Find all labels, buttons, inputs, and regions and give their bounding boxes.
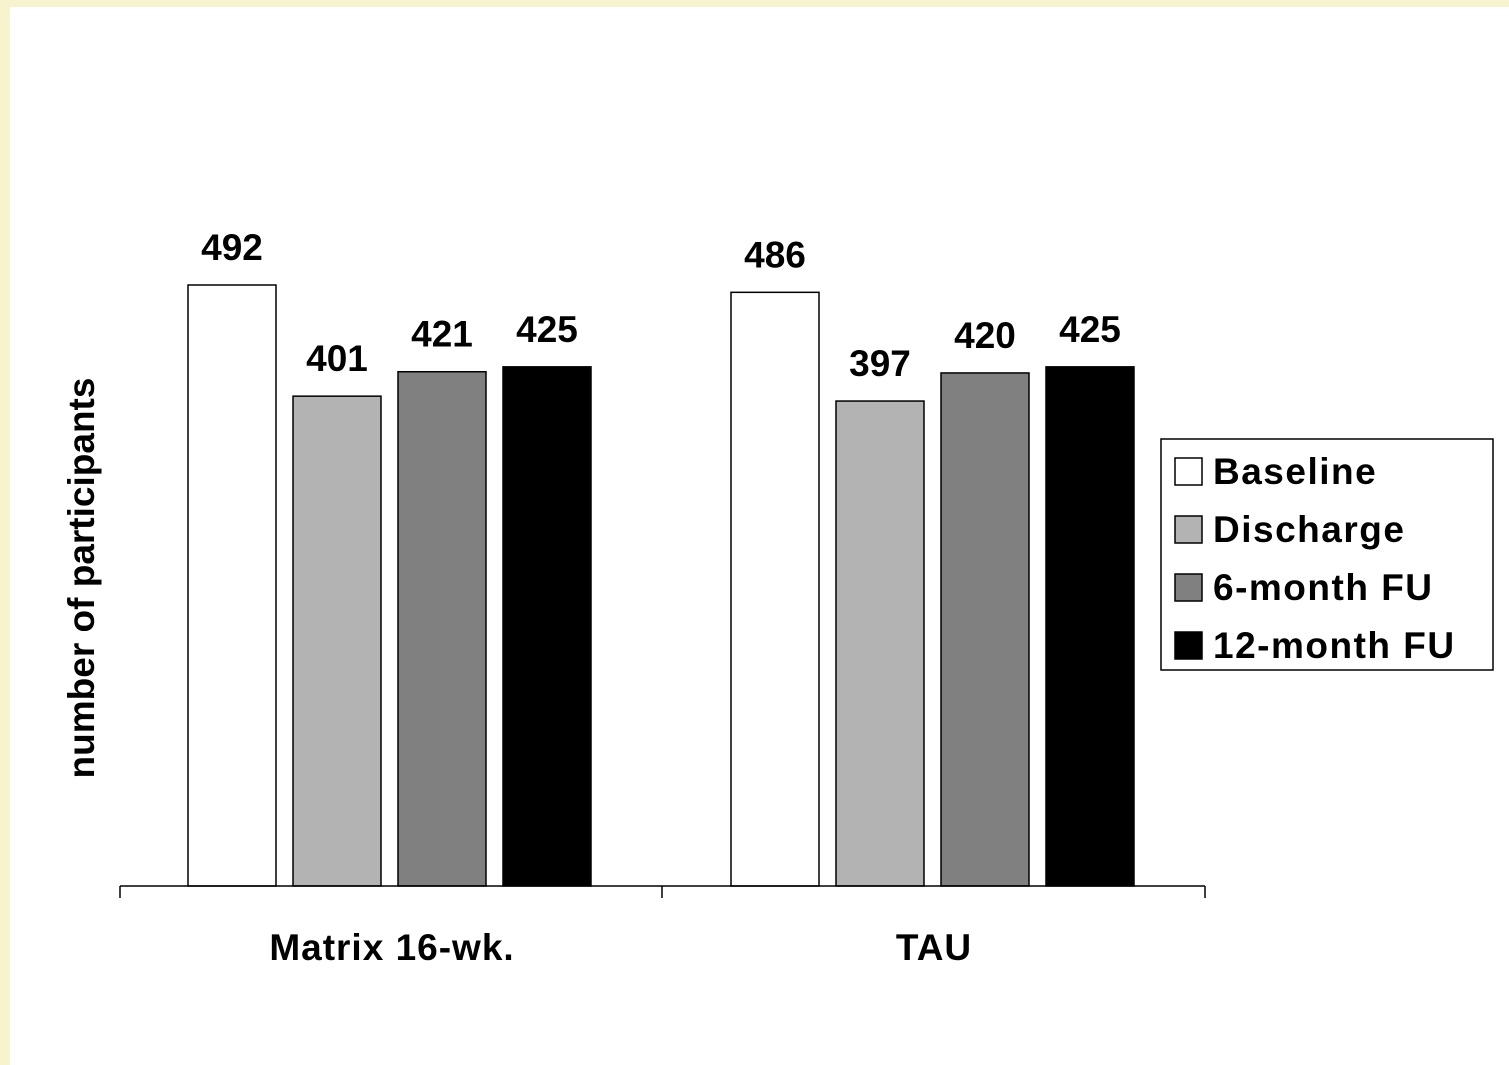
legend-swatch-discharge: [1174, 515, 1203, 544]
value-label-matrix-16-wk-baseline: 492: [201, 227, 263, 268]
value-label-tau-discharge: 397: [849, 343, 911, 384]
legend-swatch-12-month-fu: [1174, 631, 1203, 660]
value-label-tau-12-month-fu: 425: [1059, 309, 1121, 350]
value-label-matrix-16-wk-12-month-fu: 425: [516, 309, 578, 350]
value-label-tau-6-month-fu: 420: [954, 315, 1016, 356]
category-label-tau: TAU: [896, 927, 972, 968]
bar-matrix-16-wk-baseline: [187, 284, 277, 887]
bar-tau-12-month-fu: [1045, 366, 1135, 887]
value-label-matrix-16-wk-6-month-fu: 421: [411, 314, 473, 355]
y-axis-title: number of participants: [61, 378, 102, 779]
bar-tau-6-month-fu: [940, 372, 1030, 887]
value-labels-layer: 492 401 421 425 486 397 420 425: [201, 227, 1121, 384]
value-label-matrix-16-wk-discharge: 401: [306, 338, 368, 379]
legend-box: [1160, 438, 1494, 671]
bar-matrix-16-wk-discharge: [292, 395, 382, 887]
legend-label-12-month-fu: 12-month FU: [1213, 625, 1456, 666]
legend-label-baseline: Baseline: [1213, 451, 1377, 492]
bars-layer: [187, 284, 1135, 887]
legend-label-6-month-fu: 6-month FU: [1213, 567, 1434, 608]
x-axis: Matrix 16-wk. TAU: [119, 885, 1206, 968]
bar-tau-baseline: [730, 291, 820, 887]
legend-label-discharge: Discharge: [1213, 509, 1405, 550]
legend-swatch-6-month-fu: [1174, 573, 1203, 602]
category-label-matrix-16-wk: Matrix 16-wk.: [269, 927, 514, 968]
bar-tau-discharge: [835, 400, 925, 887]
bar-matrix-16-wk-6-month-fu: [397, 370, 487, 887]
bar-matrix-16-wk-12-month-fu: [502, 366, 592, 887]
legend-swatch-baseline: [1174, 457, 1203, 486]
value-label-tau-baseline: 486: [744, 234, 806, 275]
legend: Baseline Discharge 6-month FU 12-month FU: [1160, 438, 1494, 671]
